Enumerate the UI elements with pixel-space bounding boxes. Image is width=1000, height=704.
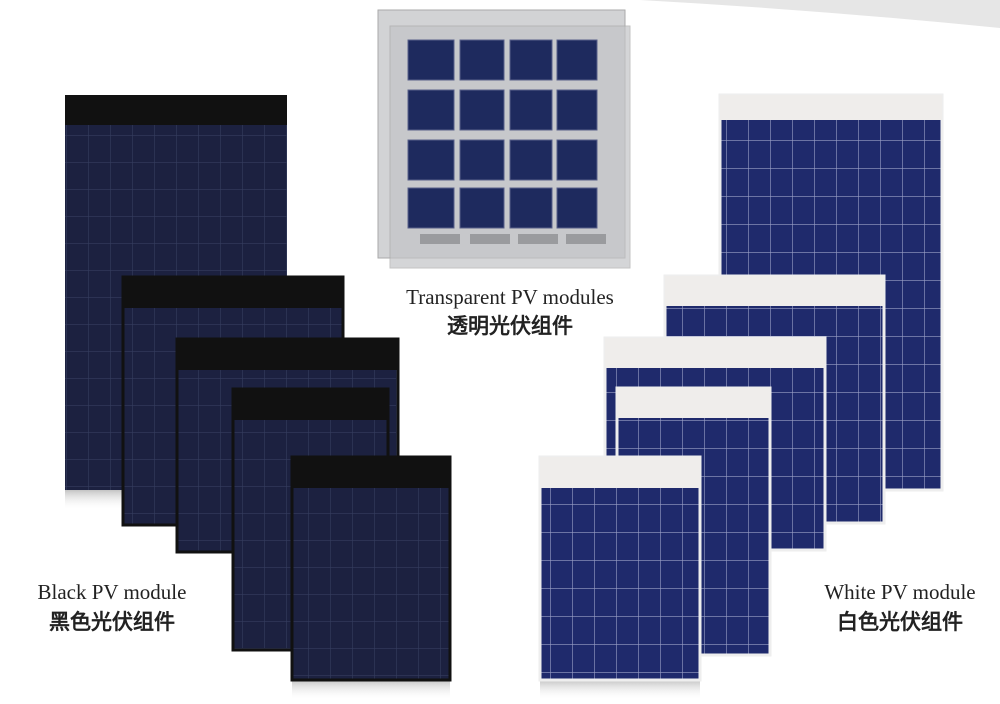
swoosh xyxy=(640,0,1000,28)
white-label-en: White PV module xyxy=(824,580,975,604)
transparent-module xyxy=(377,9,631,269)
black-label-en: Black PV module xyxy=(38,580,187,604)
black-modules xyxy=(65,95,452,700)
transparent-label-zh: 透明光伏组件 xyxy=(447,314,573,338)
transparent-label-en: Transparent PV modules xyxy=(406,285,614,309)
white-modules xyxy=(538,93,944,700)
black-label-zh: 黑色光伏组件 xyxy=(49,610,175,634)
white-label-zh: 白色光伏组件 xyxy=(837,610,963,634)
